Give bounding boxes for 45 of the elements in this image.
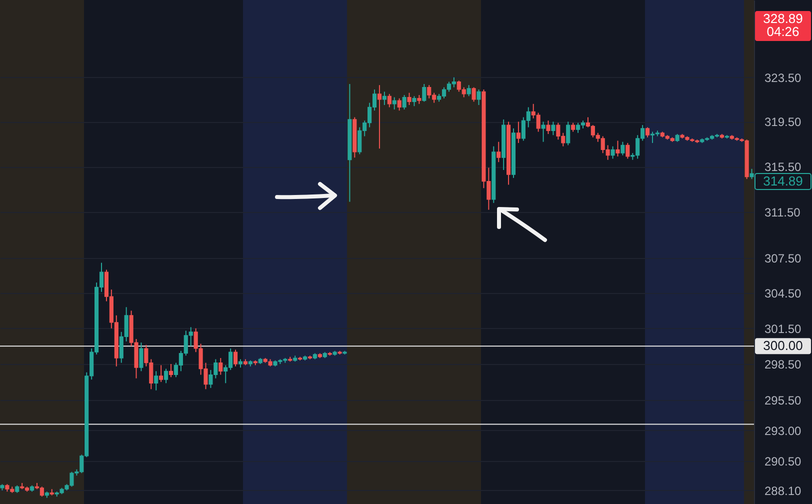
candlestick <box>626 142 630 160</box>
y-tick-label: 307.50 <box>764 252 802 266</box>
candlestick <box>402 94 406 110</box>
candlestick <box>541 121 546 142</box>
candlestick <box>645 126 650 138</box>
y-tick-label: 301.50 <box>764 322 802 336</box>
candlestick <box>377 84 382 150</box>
y-tick-label: 295.50 <box>764 393 802 408</box>
candlestick <box>159 364 164 382</box>
candlestick <box>412 96 416 107</box>
candlestick <box>516 121 521 144</box>
candlestick <box>168 363 174 378</box>
y-tick-label: 288.10 <box>764 484 802 498</box>
candlestick <box>422 83 426 102</box>
candlestick <box>397 98 402 112</box>
ref-line-label: 300.00 <box>763 338 803 354</box>
candlestick <box>154 370 158 391</box>
candlestick <box>620 141 625 156</box>
text: 314.89 <box>763 174 803 188</box>
candlestick <box>616 140 620 157</box>
y-tick-label: 298.50 <box>764 357 802 372</box>
candlestick <box>382 91 386 106</box>
y-tick-label: 290.50 <box>764 454 802 468</box>
candlestick <box>472 86 476 102</box>
candlestick <box>551 121 556 136</box>
y-tick-label: 323.50 <box>764 70 802 85</box>
y-tick-label: 311.50 <box>764 206 801 220</box>
y-tick-label: 293.00 <box>764 424 802 438</box>
candlestick <box>164 368 168 384</box>
candlestick <box>476 89 481 106</box>
candlestick <box>466 84 471 97</box>
y-tick-label: 304.50 <box>764 286 802 301</box>
candlestick <box>496 141 501 163</box>
candlestick <box>546 120 550 134</box>
candlestick <box>610 146 615 160</box>
y-tick-label: 315.50 <box>764 160 802 174</box>
y-tick-label: 319.50 <box>764 115 802 130</box>
candlestick <box>387 93 392 108</box>
text: 328.89 <box>763 11 803 26</box>
candlestick <box>233 349 238 367</box>
text: 04:26 <box>766 24 800 39</box>
candlestick <box>407 92 412 106</box>
candlestick <box>566 121 570 146</box>
candlestick <box>218 358 223 376</box>
candlestick <box>139 342 144 372</box>
